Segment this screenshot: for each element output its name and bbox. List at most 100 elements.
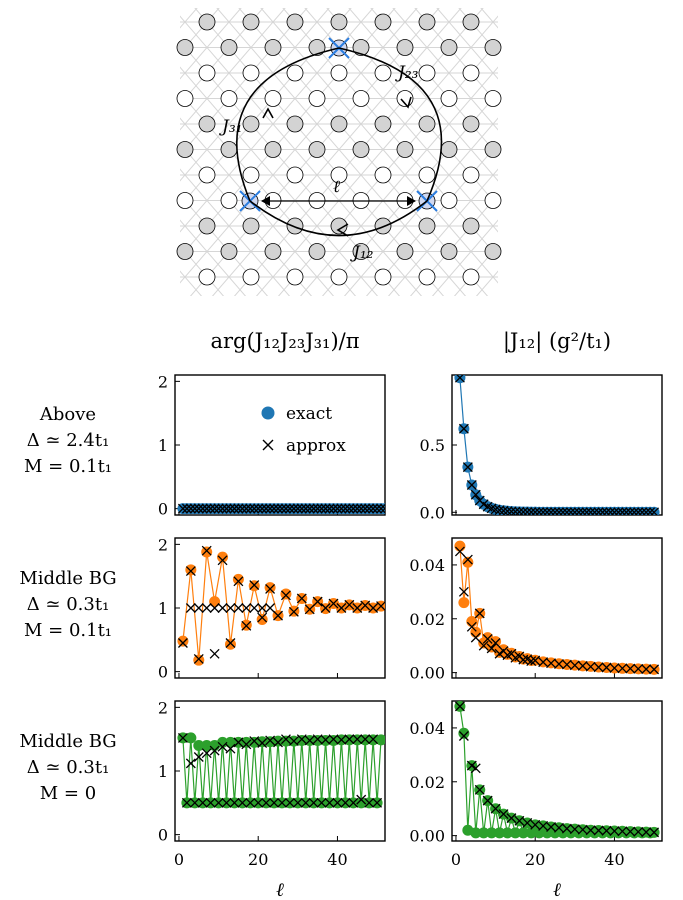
data-point-approx-hi [296, 734, 307, 745]
data-point-approx [557, 507, 568, 515]
data-point-approx-lo [300, 797, 311, 808]
data-point-approx [585, 661, 596, 672]
data-point-approx [617, 663, 628, 674]
lattice-site [308, 141, 326, 158]
y-tick-label: 0 [158, 500, 168, 519]
data-point-exact [509, 827, 521, 839]
lattice-site [352, 141, 370, 158]
lattice-site [462, 217, 480, 235]
arrowhead-J31 [262, 107, 274, 119]
lattice-site [418, 64, 436, 82]
data-point-approx [209, 648, 220, 659]
lattice-site [286, 268, 304, 286]
data-point-approx [193, 653, 204, 664]
data-point-approx [486, 643, 497, 654]
data-point-approx [273, 503, 283, 514]
data-point-approx [478, 640, 489, 651]
data-point-approx-lo [189, 797, 200, 808]
data-point-approx [577, 660, 588, 671]
row-label-line: Δ ≃ 0.3t₁ [27, 594, 110, 615]
lattice-site [198, 64, 216, 82]
data-point-approx [277, 503, 287, 514]
lattice-site [484, 192, 502, 209]
data-point-approx [304, 604, 315, 615]
data-point-approx [217, 503, 228, 514]
label-J31: J₃₁ [219, 117, 242, 137]
data-point-approx [185, 566, 196, 577]
plot-area [177, 732, 385, 809]
lattice-site [484, 90, 502, 107]
data-point-approx [581, 507, 592, 515]
label-ell: ℓ [333, 177, 340, 197]
data-point-approx [280, 503, 291, 514]
legend-label-approx: approx [286, 436, 346, 456]
y-tick-label: 1 [158, 599, 168, 618]
lattice-bond [0, 0, 211, 486]
panel-row2-phase: 0 1 2 [158, 535, 386, 682]
lattice-site [462, 115, 480, 133]
data-point-approx-lo [229, 797, 240, 808]
data-point-approx [288, 606, 299, 617]
data-point-approx [482, 795, 493, 806]
lattice-bond [467, 0, 683, 486]
data-point-approx [589, 507, 600, 515]
data-point-approx [205, 503, 216, 514]
data-point-approx [352, 503, 363, 514]
plot-area [454, 540, 660, 675]
lattice-site [330, 217, 348, 235]
data-point-exact [240, 736, 252, 748]
lattice-site [374, 64, 392, 82]
ell-arrowhead-left [261, 196, 270, 206]
lattice-bond [0, 0, 13, 486]
data-point-approx [368, 603, 379, 613]
data-point-approx [458, 731, 469, 741]
panel-frame [451, 700, 663, 842]
data-point-approx-lo [308, 797, 319, 808]
data-point-approx [546, 658, 557, 669]
data-point-approx [336, 503, 347, 514]
lattice-site [440, 90, 458, 107]
data-point-approx [193, 503, 204, 514]
data-point-approx [340, 503, 351, 514]
data-point-approx [372, 503, 383, 514]
hopping-arcs [236, 47, 443, 237]
data-point-approx-lo [245, 797, 256, 808]
data-point-approx [454, 546, 465, 557]
data-point-approx [601, 507, 612, 515]
data-point-approx [225, 503, 236, 514]
data-point-approx [454, 701, 465, 712]
data-point-approx [368, 503, 379, 514]
lattice-site [462, 64, 480, 82]
lattice-site [418, 268, 436, 286]
data-point-approx [601, 662, 612, 673]
lattice-site [308, 90, 326, 107]
data-point-approx [649, 507, 660, 515]
data-point-approx [265, 583, 276, 594]
data-point-exact [458, 727, 470, 739]
panel-frame [451, 537, 663, 679]
data-point-approx-flat [225, 603, 236, 613]
data-point-approx-hi [312, 734, 323, 745]
data-point-approx [217, 555, 228, 566]
data-point-approx [269, 503, 280, 514]
lattice-sites [176, 13, 502, 286]
lattice-bond [255, 15, 498, 296]
label-J23: J₂₃ [395, 63, 419, 83]
lattice-site [330, 166, 348, 184]
data-point-approx-flat [257, 603, 268, 613]
data-point-approx [530, 819, 541, 830]
data-point-exact [185, 732, 197, 744]
data-point-approx [177, 503, 188, 514]
plot-area [177, 503, 385, 515]
data-point-approx [181, 503, 192, 514]
data-point-approx [470, 489, 481, 500]
data-point-approx [625, 507, 636, 515]
data-point-approx [510, 506, 521, 515]
data-point-approx [201, 545, 212, 556]
row-label-line: Δ ≃ 0.3t₁ [27, 757, 110, 778]
data-point-exact [280, 588, 292, 600]
arc-arrowheads [262, 96, 412, 237]
data-point-approx [530, 655, 541, 666]
data-point-approx [225, 638, 236, 648]
data-point-approx-lo [316, 797, 327, 808]
